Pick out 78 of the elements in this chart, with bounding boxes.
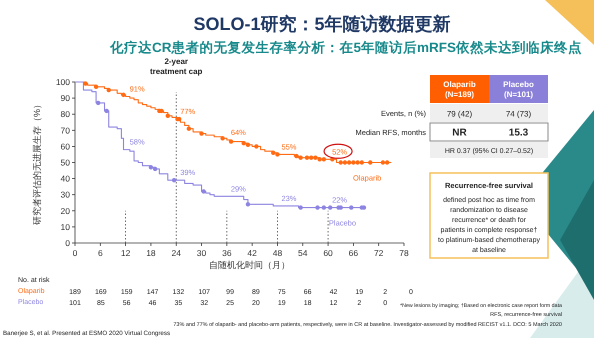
category-label: Olaparib (N=189) (443, 80, 476, 99)
point (304, 155, 310, 160)
point (315, 205, 320, 210)
x-tick-label: 48 (272, 248, 282, 258)
point (275, 152, 280, 157)
y-tick-label: 0 (65, 238, 70, 248)
point (298, 205, 303, 210)
y-axis-title: 研究者评估的无进展生存（%） (32, 100, 42, 226)
point (384, 160, 390, 165)
point (121, 92, 126, 98)
ref-line-label: 2-year treatment cap (150, 57, 203, 76)
point (186, 126, 192, 131)
x-tick-label: 72 (374, 248, 384, 258)
x-tick-label: 42 (247, 248, 258, 258)
x-tick-label: 24 (171, 248, 182, 258)
y-tick-label: 80 (60, 109, 70, 120)
y-tick-label: 60 (60, 141, 70, 152)
point (338, 160, 343, 165)
x-tick-label: 18 (146, 248, 156, 258)
text: 15.3 (508, 128, 529, 138)
point (380, 160, 386, 165)
y-tick-label: 50 (60, 158, 70, 168)
point (355, 160, 360, 165)
point (148, 165, 154, 170)
text: 79 (42) (446, 110, 473, 118)
point (199, 131, 204, 136)
x-tick-label: 0 (72, 248, 78, 258)
point (309, 155, 314, 160)
point (313, 155, 318, 160)
point (246, 142, 250, 147)
point (298, 155, 303, 160)
point (220, 136, 225, 141)
point (342, 160, 348, 165)
x-tick-label: 6 (98, 248, 103, 258)
point (328, 205, 332, 210)
x-tick-label: 12 (120, 248, 131, 258)
point (368, 160, 372, 165)
point (242, 140, 246, 146)
point (254, 144, 259, 149)
point (322, 205, 326, 210)
text: 74 (73) (506, 110, 532, 118)
point (271, 150, 276, 156)
text: NR (452, 128, 468, 138)
point (360, 160, 364, 165)
point (166, 114, 170, 118)
y-tick-label: 10 (60, 222, 70, 232)
x-tick-label: 78 (399, 248, 409, 258)
point (152, 166, 158, 172)
y-tick-label: 30 (60, 190, 70, 200)
chart-title: SOLO-1研究：5年随访数据更新 (193, 14, 451, 34)
y-tick-label: 70 (60, 125, 70, 136)
x-tick-label: 30 (196, 248, 207, 258)
point (201, 189, 206, 194)
point (322, 157, 326, 162)
point (106, 88, 111, 92)
x-axis-title: 自随机化时间（月） (209, 260, 290, 270)
y-tick-label: 40 (60, 174, 70, 184)
point (228, 139, 234, 144)
point (317, 157, 322, 162)
x-tick-label: 60 (323, 248, 334, 258)
point (351, 160, 356, 165)
y-tick-label: 100 (56, 77, 70, 87)
y-tick-label: 90 (60, 93, 70, 104)
point (349, 205, 354, 210)
chart-subtitle: 化疗达CR患者的无复发生存率分析：在5年随访后mRFS依然未达到临床终点 (108, 39, 582, 55)
x-tick-label: 66 (348, 248, 358, 258)
category-label: Placebo (N=101) (503, 80, 534, 99)
point (246, 202, 250, 207)
point (96, 100, 100, 106)
point (104, 108, 109, 114)
point (172, 178, 176, 182)
point (346, 160, 352, 165)
point (83, 81, 88, 86)
point (94, 84, 98, 90)
y-tick-label: 20 (60, 206, 70, 216)
point (294, 154, 299, 158)
x-tick-label: 54 (298, 248, 308, 258)
x-tick-label: 36 (222, 248, 232, 258)
